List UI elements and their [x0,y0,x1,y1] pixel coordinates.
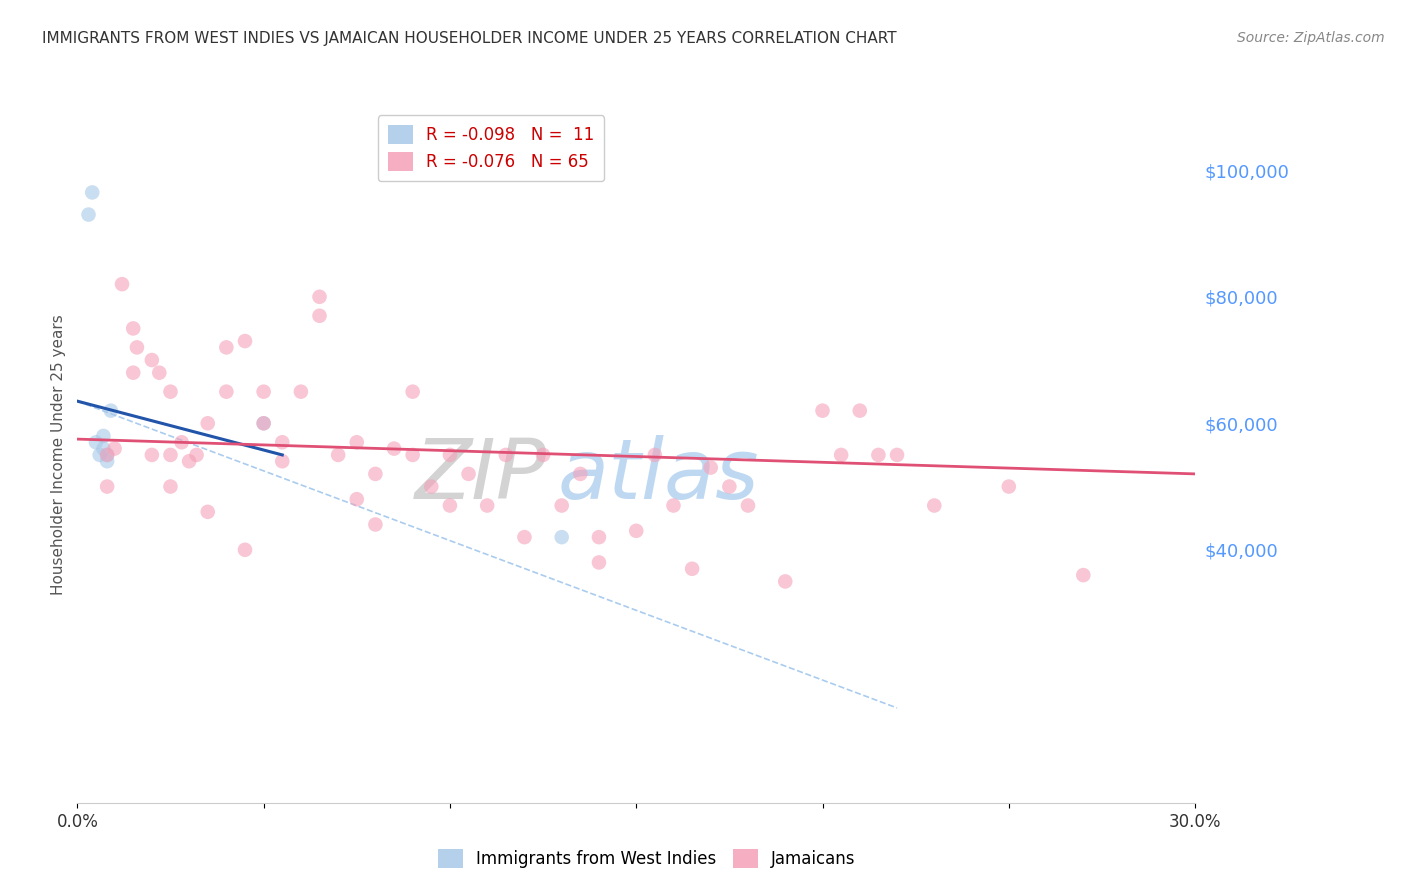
Point [811,403,834,417]
Point [569,467,592,481]
Point [700,460,723,475]
Point [346,435,368,450]
Point [96,479,118,493]
Point [271,435,294,450]
Point [868,448,890,462]
Point [82,186,104,200]
Point [718,479,741,493]
Point [215,340,238,354]
Legend: R = -0.098   N =  11, R = -0.076   N = 65: R = -0.098 N = 11, R = -0.076 N = 65 [378,115,605,181]
Point [100,403,122,417]
Point [531,448,554,462]
Point [141,353,163,368]
Point [159,384,181,399]
Point [93,429,115,443]
Point [382,442,405,456]
Point [924,499,946,513]
Legend: Immigrants from West Indies, Jamaicans: Immigrants from West Indies, Jamaicans [432,843,862,875]
Point [998,479,1021,493]
Point [89,448,111,462]
Point [402,384,425,399]
Point [96,448,118,462]
Point [271,454,294,468]
Point [179,454,201,468]
Point [290,384,312,399]
Point [457,467,479,481]
Point [737,499,759,513]
Y-axis label: Householder Income Under 25 years: Householder Income Under 25 years [51,315,66,595]
Point [159,448,181,462]
Point [253,384,276,399]
Point [215,384,238,399]
Text: IMMIGRANTS FROM WEST INDIES VS JAMAICAN HOUSEHOLDER INCOME UNDER 25 YEARS CORREL: IMMIGRANTS FROM WEST INDIES VS JAMAICAN … [42,31,897,46]
Point [551,499,574,513]
Point [346,492,368,507]
Text: ZIP: ZIP [415,435,547,516]
Point [253,417,276,431]
Point [96,448,118,462]
Point [111,277,134,292]
Point [681,562,703,576]
Point [364,517,387,532]
Point [886,448,908,462]
Point [148,366,170,380]
Point [439,448,461,462]
Point [77,208,100,222]
Point [93,442,115,456]
Point [122,321,145,335]
Point [122,366,145,380]
Point [186,448,208,462]
Point [233,334,256,348]
Point [308,290,330,304]
Point [104,442,127,456]
Point [308,309,330,323]
Point [84,435,107,450]
Point [439,499,461,513]
Point [1073,568,1095,582]
Point [233,542,256,557]
Point [626,524,648,538]
Text: Source: ZipAtlas.com: Source: ZipAtlas.com [1237,31,1385,45]
Point [402,448,425,462]
Point [662,499,685,513]
Point [125,340,148,354]
Point [253,417,276,431]
Text: atlas: atlas [558,435,759,516]
Point [328,448,350,462]
Point [849,403,872,417]
Point [644,448,666,462]
Point [477,499,499,513]
Point [170,435,193,450]
Point [588,556,610,570]
Point [364,467,387,481]
Point [551,530,574,544]
Point [588,530,610,544]
Point [775,574,797,589]
Point [96,454,118,468]
Point [495,448,517,462]
Point [830,448,852,462]
Point [197,505,219,519]
Point [141,448,163,462]
Point [159,479,181,493]
Point [420,479,443,493]
Point [197,417,219,431]
Point [513,530,536,544]
